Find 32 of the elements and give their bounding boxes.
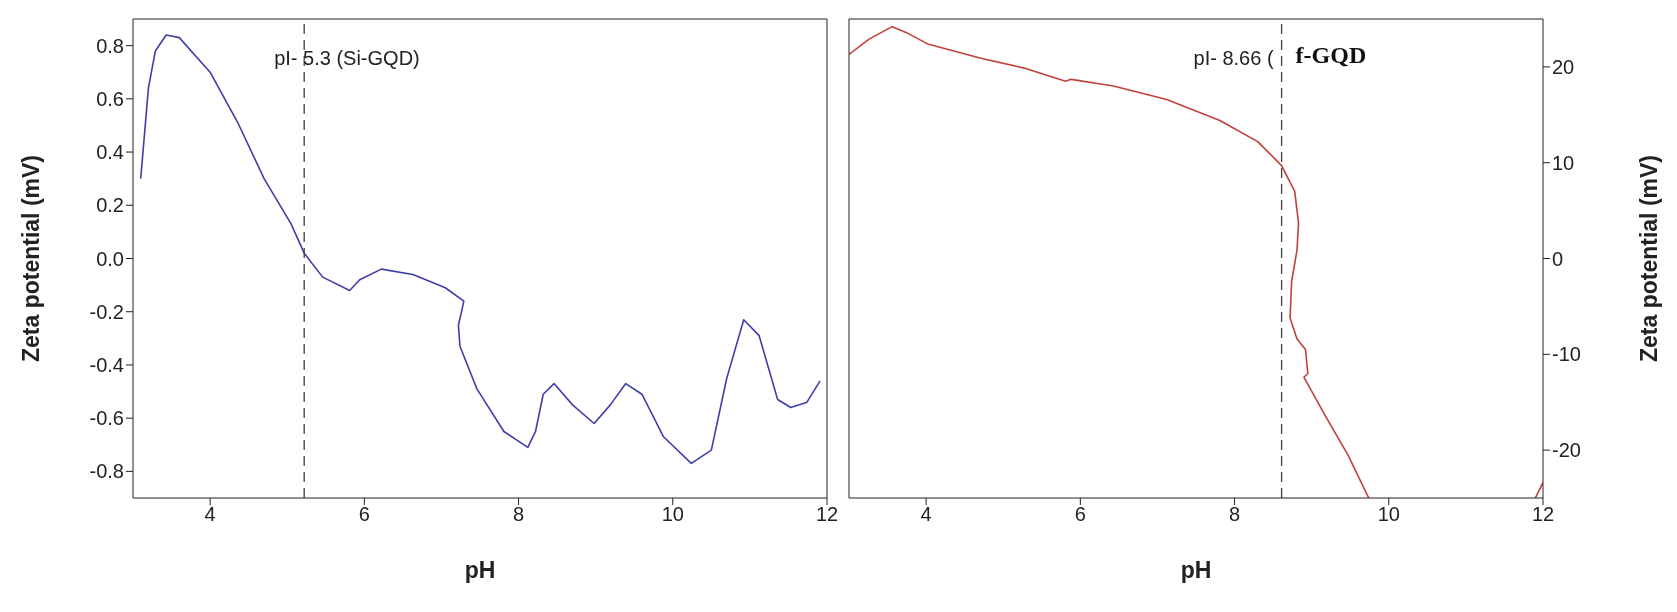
y-tick-label: -0.6: [89, 407, 124, 430]
y-tick-label: 0.0: [96, 247, 124, 270]
x-axis-title: pH: [1180, 557, 1212, 583]
x-tick-label: 6: [1074, 503, 1086, 526]
y-tick-label: -0.8: [89, 460, 124, 483]
y2-tick-label: 0: [1552, 247, 1564, 270]
y-tick-label: -0.4: [89, 354, 124, 377]
ref-line-label: pI- 5.3 (Si-GQD): [274, 47, 420, 69]
x-tick-label: 8: [1228, 503, 1241, 526]
y2-tick-label: 20: [1552, 56, 1575, 78]
x-tick-label: 10: [1377, 503, 1400, 526]
line-series: [139, 34, 821, 465]
ref-line-label: pI- 8.66 (: [1193, 47, 1274, 69]
x-tick-label: 4: [204, 503, 216, 526]
x-axis-title: pH: [464, 557, 496, 583]
annotation: f-GQD: [1295, 42, 1367, 68]
y-tick-label: 0.8: [96, 34, 124, 57]
y2-tick-label: -10: [1552, 343, 1581, 366]
y-axis-title: Zeta potential (mV): [18, 154, 45, 363]
x-tick-label: 8: [512, 503, 525, 526]
y-tick-label: 0.6: [96, 87, 124, 110]
y-tick-label: -0.2: [89, 300, 124, 323]
y2-axis-title: Zeta potential (mV): [1636, 154, 1663, 363]
y-tick-label: 0.4: [96, 141, 124, 164]
x-tick-label: 10: [661, 503, 684, 526]
y2-tick-label: 10: [1552, 151, 1575, 174]
x-tick-label: 12: [815, 503, 839, 526]
x-tick-label: 4: [920, 503, 932, 526]
y-tick-label: 0.2: [96, 194, 124, 217]
y2-tick-label: -20: [1552, 439, 1581, 462]
x-tick-label: 6: [358, 503, 370, 526]
x-tick-label: 12: [1531, 503, 1555, 526]
